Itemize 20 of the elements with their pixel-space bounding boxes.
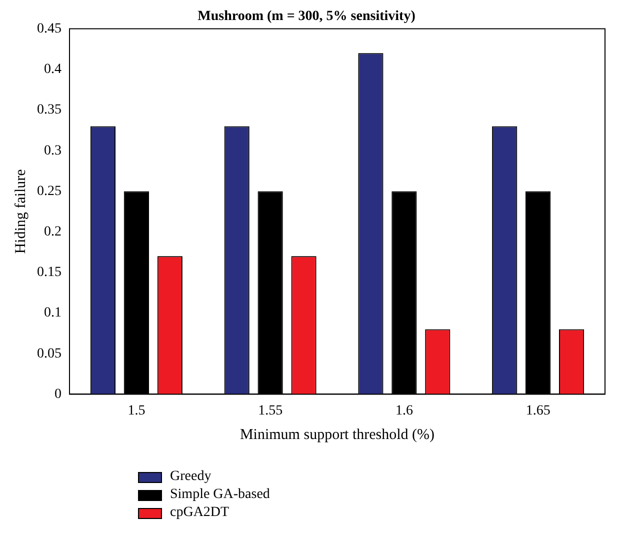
y-tick-label: 0.35: [37, 102, 62, 118]
y-axis-title: Hiding failure: [12, 168, 29, 254]
legend-label: Simple GA-based: [170, 487, 270, 503]
y-tick-label: 0.25: [37, 184, 62, 199]
y-tick-label: 0: [54, 386, 62, 402]
x-tick-label: 1.6: [395, 403, 413, 418]
y-tick-label: 0.45: [37, 21, 62, 36]
x-tick-label: 1.65: [526, 403, 550, 418]
x-tick-label: 1.5: [128, 403, 146, 418]
legend-label: cpGA2DT: [170, 505, 230, 521]
x-axis-title: Minimum support threshold (%): [240, 426, 435, 443]
y-tick-label: 0.3: [44, 143, 62, 158]
y-tick-label: 0.4: [44, 62, 62, 78]
y-tick-label: 0.15: [37, 265, 62, 280]
chart-title: Mushroom (m = 300, 5% sensitivity): [198, 9, 416, 24]
legend-label: Greedy: [170, 469, 212, 485]
x-tick-label: 1.55: [258, 403, 283, 418]
y-tick-label: 0.1: [44, 306, 62, 321]
y-tick-label: 0.05: [37, 346, 62, 362]
y-tick-label: 0.2: [44, 224, 62, 240]
